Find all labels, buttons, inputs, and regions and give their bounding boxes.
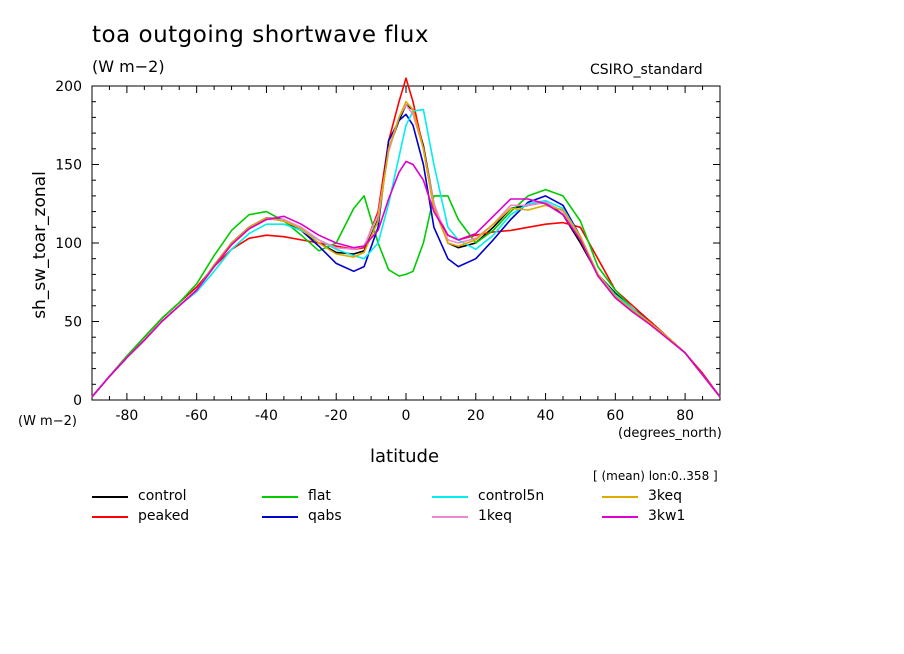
plot-frame bbox=[91, 85, 721, 401]
x-tick-label: 80 bbox=[676, 408, 694, 424]
series-line-qabs bbox=[91, 113, 721, 398]
legend-label: 3kw1 bbox=[648, 508, 686, 524]
x-units-label: (degrees_north) bbox=[618, 426, 722, 441]
legend-swatch bbox=[262, 496, 298, 498]
x-tick-label: 0 bbox=[402, 408, 411, 424]
legend-label: qabs bbox=[308, 508, 342, 524]
series-line-control bbox=[91, 104, 721, 398]
y-tick-label: 0 bbox=[73, 393, 82, 409]
model-label: CSIRO_standard bbox=[590, 62, 703, 78]
subset-label: [ (mean) lon:0..358 ] bbox=[593, 469, 718, 483]
series-line-control5n bbox=[91, 108, 721, 398]
legend-label: control5n bbox=[478, 488, 545, 504]
x-tick-label: 40 bbox=[537, 408, 555, 424]
legend-swatch bbox=[92, 516, 128, 518]
chart-title: toa outgoing shortwave flux bbox=[92, 22, 429, 48]
legend-swatch bbox=[262, 516, 298, 518]
legend-label: control bbox=[138, 488, 187, 504]
legend-swatch bbox=[432, 516, 468, 518]
x-tick-label: -40 bbox=[255, 408, 278, 424]
legend-label: 1keq bbox=[478, 508, 513, 524]
legend-swatch bbox=[92, 496, 128, 498]
series-line-flat bbox=[91, 188, 721, 398]
y-tick-label: 150 bbox=[55, 158, 82, 174]
y-units-label: (W m−2) bbox=[18, 414, 77, 429]
legend-swatch bbox=[602, 496, 638, 498]
legend-swatch bbox=[602, 516, 638, 518]
units-label: (W m−2) bbox=[92, 57, 165, 76]
legend-label: 3keq bbox=[648, 488, 683, 504]
x-axis-label: latitude bbox=[370, 446, 440, 467]
x-tick-label: 60 bbox=[606, 408, 624, 424]
y-tick-label: 100 bbox=[55, 236, 82, 252]
x-tick-label: 20 bbox=[467, 408, 485, 424]
series-line-1keq bbox=[91, 104, 721, 398]
series-line-3keq bbox=[91, 100, 721, 398]
y-tick-label: 50 bbox=[64, 315, 82, 331]
x-tick-label: -80 bbox=[115, 408, 138, 424]
y-tick-label: 200 bbox=[55, 79, 82, 95]
legend-swatch bbox=[432, 496, 468, 498]
series-line-3kw1 bbox=[91, 160, 721, 398]
legend-label: flat bbox=[308, 488, 331, 504]
x-tick-label: -60 bbox=[185, 408, 208, 424]
x-tick-label: -20 bbox=[325, 408, 348, 424]
legend-label: peaked bbox=[138, 508, 190, 524]
